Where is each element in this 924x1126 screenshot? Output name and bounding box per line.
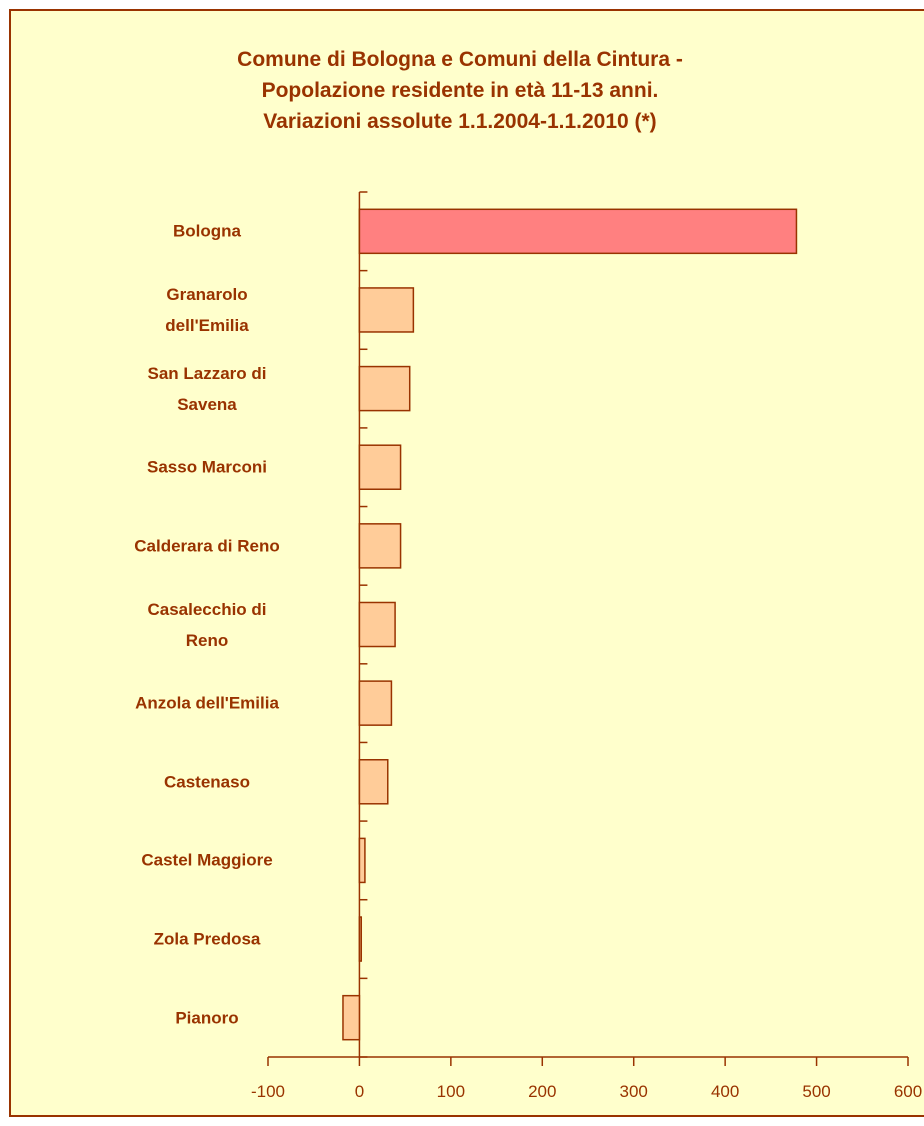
y-tick-label: Anzola dell'Emilia — [135, 693, 279, 713]
bar — [358, 601, 396, 648]
x-tick-label: 0 — [354, 1082, 365, 1101]
chart-frame — [9, 9, 924, 1117]
bar — [358, 523, 402, 569]
y-tick-label: Zola Predosa — [153, 929, 261, 949]
bar — [358, 365, 411, 412]
bar — [358, 916, 363, 962]
bar — [358, 837, 366, 884]
y-tick-label: Bologna — [173, 221, 241, 241]
y-tick-label: Castenaso — [164, 772, 250, 792]
x-tick-label: 400 — [710, 1082, 740, 1101]
x-tick-label: 200 — [528, 1082, 557, 1101]
x-tick-label: 500 — [802, 1082, 831, 1101]
y-tick-label: Pianoro — [175, 1008, 239, 1028]
y-tick-label: Sasso Marconi — [147, 457, 267, 477]
bar — [358, 759, 389, 805]
bar — [358, 208, 798, 255]
x-tick-label: 300 — [619, 1082, 648, 1101]
bar — [358, 287, 415, 333]
x-tick-label: 600 — [893, 1082, 923, 1101]
y-tick-label: Castel Maggiore — [141, 850, 273, 870]
y-tick-label: Casalecchio di Reno — [147, 599, 267, 650]
bar — [342, 994, 361, 1041]
bar — [358, 444, 402, 490]
chart-title: Comune di Bologna e Comuni della Cintura… — [237, 48, 683, 133]
x-tick-label: 100 — [436, 1082, 466, 1101]
bar — [358, 680, 393, 726]
x-tick-label: -100 — [250, 1082, 286, 1101]
y-tick-label: Granarolo dell'Emilia — [165, 284, 249, 335]
y-tick-label: San Lazzaro di Savena — [147, 363, 267, 414]
y-tick-label: Calderara di Reno — [134, 536, 280, 556]
